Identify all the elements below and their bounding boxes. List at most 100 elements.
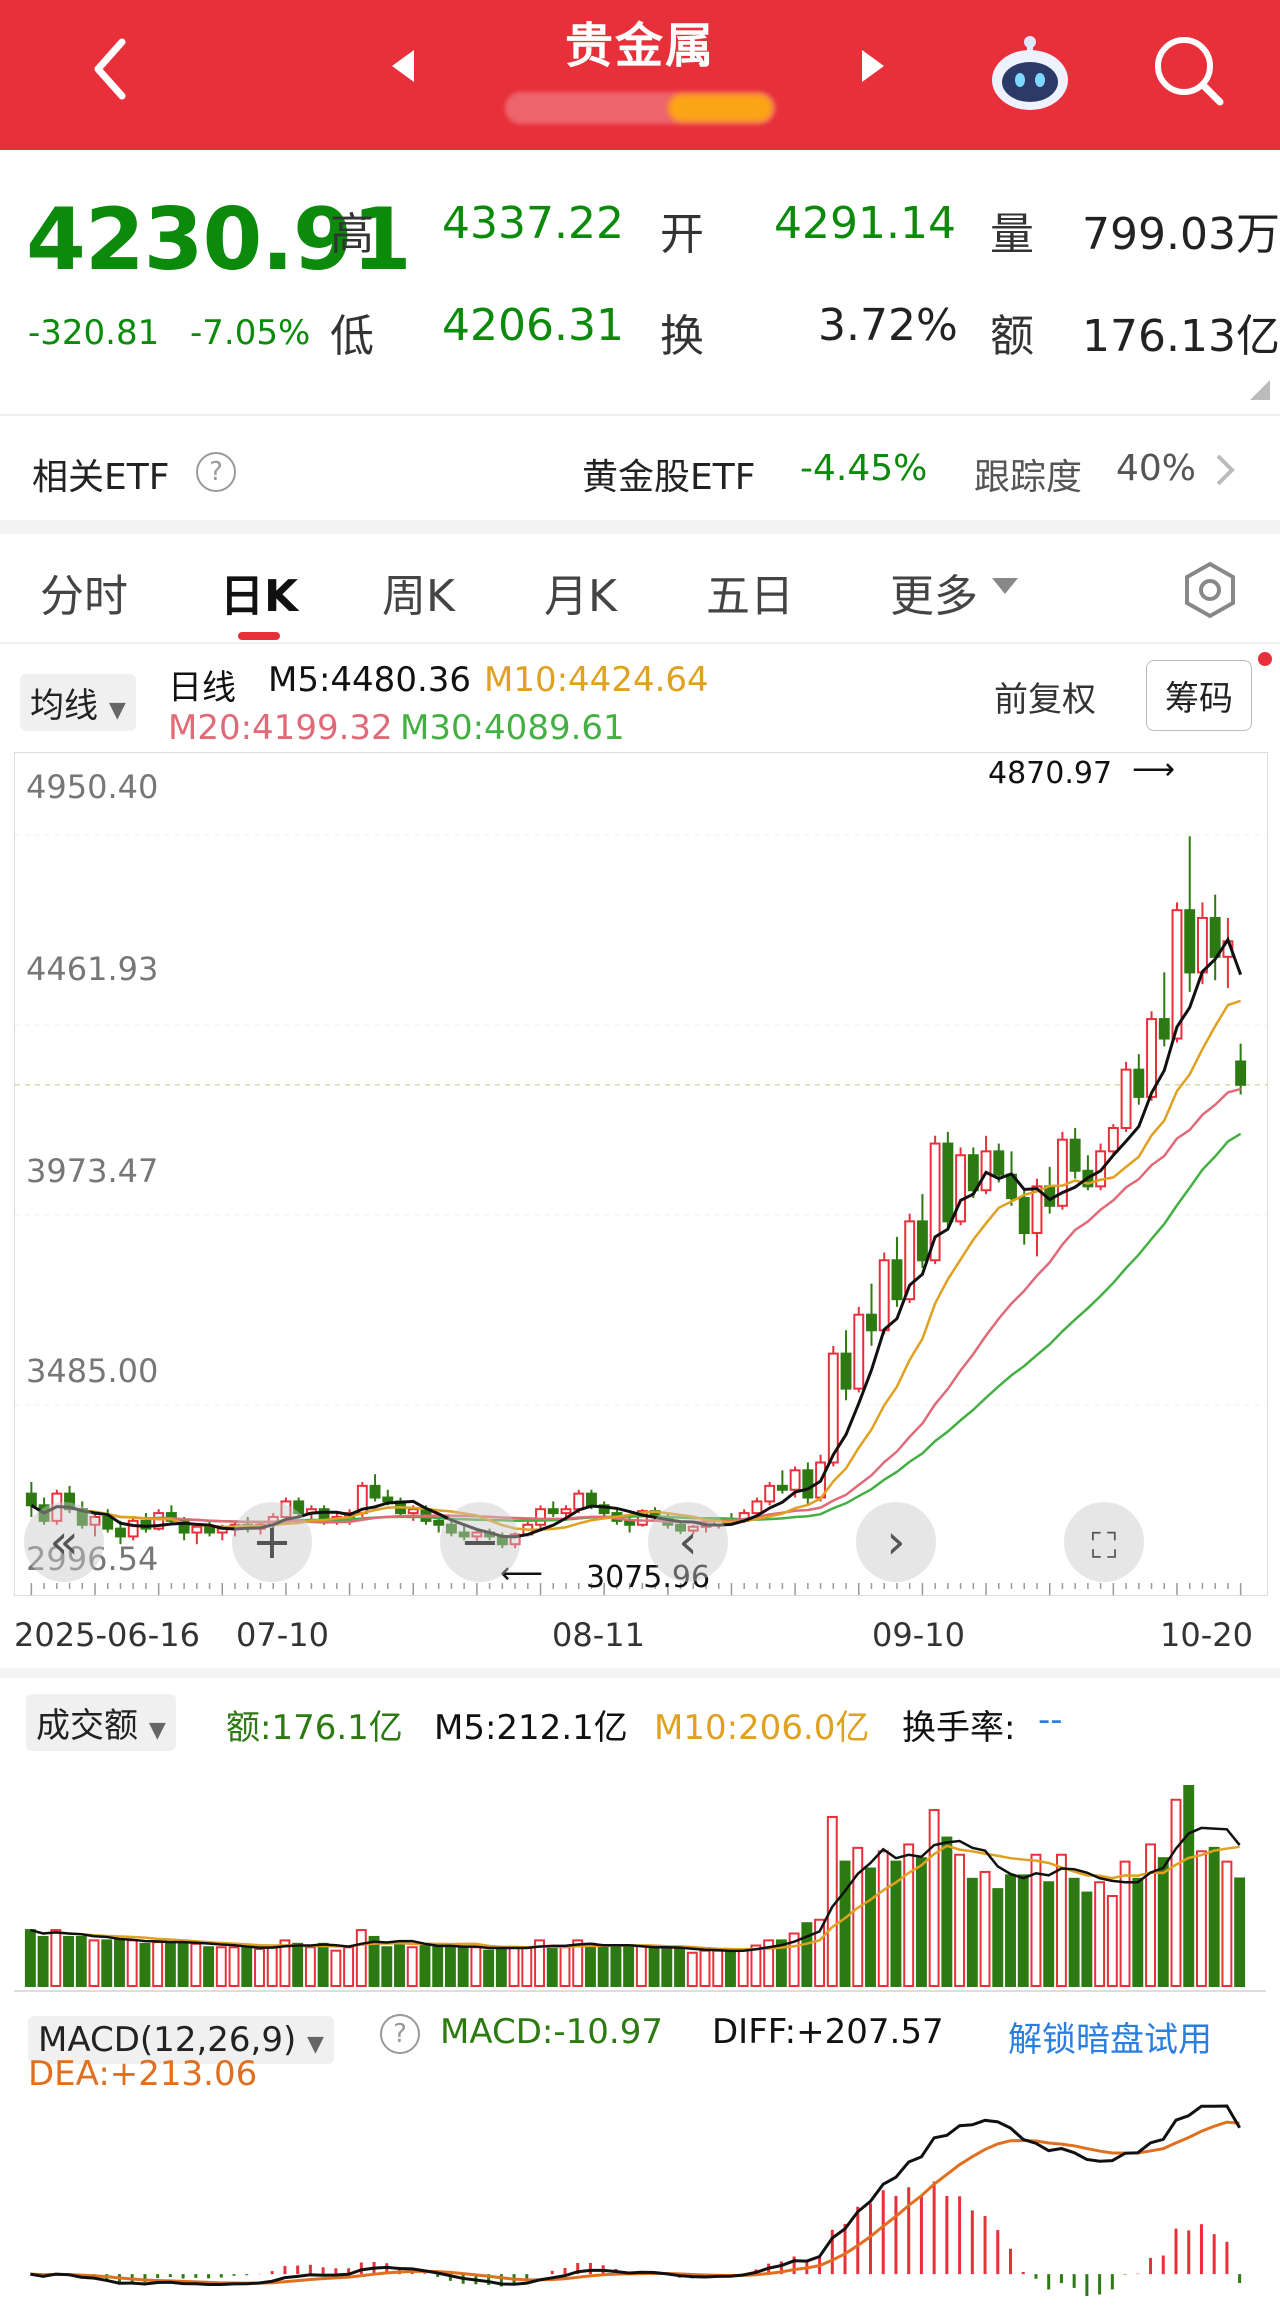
chip-distribution-button[interactable]: 筹码 xyxy=(1146,660,1252,731)
candle-body xyxy=(1056,1138,1068,1207)
macd-indicator-selector[interactable]: MACD(12,26,9) ▼ xyxy=(28,2016,334,2064)
volume-bar xyxy=(1043,1881,1055,1987)
volume-bar xyxy=(432,1946,444,1987)
tab-more[interactable]: 更多 xyxy=(890,571,978,622)
volume-ma5-line xyxy=(30,1826,1241,1953)
volume-bar xyxy=(88,1939,100,1987)
candle-body xyxy=(369,1484,381,1499)
back-button[interactable] xyxy=(80,24,140,114)
amount-label: 额 xyxy=(990,311,1034,362)
candle-body xyxy=(102,1515,114,1530)
robot-icon xyxy=(992,36,1068,110)
candle-body xyxy=(433,1519,445,1526)
caret-down-icon xyxy=(992,578,1018,594)
candle-body xyxy=(1184,909,1196,974)
volume-bar xyxy=(190,1942,202,1987)
help-icon[interactable]: ? xyxy=(380,2014,420,2054)
volume-bar xyxy=(292,1942,304,1987)
volume-bar xyxy=(1068,1877,1080,1987)
turnover-label: 换 xyxy=(660,311,704,362)
candle-body xyxy=(904,1220,916,1301)
volume-bar xyxy=(1030,1853,1042,1987)
scroll-right-button[interactable]: › xyxy=(856,1502,936,1582)
adjust-mode[interactable]: 前复权 xyxy=(994,680,1096,720)
indicator-selector[interactable]: 均线 ▼ xyxy=(20,674,136,731)
price-change: -320.81 xyxy=(28,313,160,353)
kline-chart[interactable] xyxy=(14,752,1268,1596)
expand-corner-icon[interactable] xyxy=(1250,380,1270,400)
fullscreen-button[interactable]: ⛶ xyxy=(1064,1502,1144,1582)
tab-five-day[interactable]: 五日 xyxy=(706,571,794,622)
volume-bar xyxy=(648,1947,660,1987)
volume-bar xyxy=(903,1843,915,1987)
y-axis-label: 3485.00 xyxy=(26,1352,159,1390)
volume-bar xyxy=(444,1946,456,1987)
candle-body xyxy=(178,1519,190,1534)
tabs-divider xyxy=(0,642,1280,644)
volume-bar xyxy=(521,1946,533,1987)
volume-bar xyxy=(381,1946,393,1987)
arrow-right-icon: ⟶ xyxy=(1132,752,1176,787)
volume-bar xyxy=(801,1922,813,1987)
volume-bar xyxy=(1145,1843,1156,1987)
chevron-right-icon[interactable] xyxy=(1210,450,1240,490)
volume-bar xyxy=(24,1929,36,1987)
etf-change: -4.45% xyxy=(800,448,928,489)
high-label: 高 xyxy=(330,209,374,260)
search-icon xyxy=(1155,37,1224,106)
candle-body xyxy=(293,1500,305,1515)
section-divider xyxy=(0,520,1280,534)
volume-bar xyxy=(979,1870,991,1987)
volume-bar xyxy=(330,1949,342,1987)
macd-chart[interactable] xyxy=(14,2096,1266,2306)
robot-assistant-button[interactable] xyxy=(985,28,1075,118)
volume-bar xyxy=(763,1939,775,1987)
candle-body xyxy=(967,1154,979,1192)
volume-bar xyxy=(152,1941,164,1987)
triangle-right-icon xyxy=(862,50,884,82)
candle-body xyxy=(916,1220,928,1262)
unlock-darkpool-link[interactable]: 解锁暗盘试用 xyxy=(1008,2020,1212,2060)
scroll-left-button[interactable]: ‹ xyxy=(648,1502,728,1582)
search-button[interactable] xyxy=(1148,30,1228,110)
divider xyxy=(0,414,1280,416)
volume-bar xyxy=(572,1939,584,1987)
candle-body xyxy=(1069,1138,1081,1172)
tab-weekly-k[interactable]: 周K xyxy=(382,571,455,622)
volume-bar xyxy=(1132,1877,1144,1987)
prev-item-button[interactable] xyxy=(388,46,418,86)
candle-body xyxy=(993,1150,1005,1176)
y-axis-label: 3973.47 xyxy=(26,1152,159,1190)
jump-start-button[interactable]: « xyxy=(24,1502,104,1582)
subtitle-blurred-highlight xyxy=(668,94,773,122)
min-price-marker: 3075.96 xyxy=(586,1560,711,1595)
etf-name[interactable]: 黄金股ETF xyxy=(582,457,756,498)
caret-down-icon: ▼ xyxy=(307,2032,324,2057)
volume-indicator-selector[interactable]: 成交额 ▼ xyxy=(26,1694,176,1751)
tab-intraday[interactable]: 分时 xyxy=(40,571,128,622)
volume-bar xyxy=(241,1946,253,1987)
tab-daily-k[interactable]: 日K xyxy=(220,571,299,622)
ma20-value: M20:4199.32 xyxy=(168,708,393,748)
x-axis-label: 08-11 xyxy=(552,1616,645,1654)
volume-bar xyxy=(775,1939,787,1987)
tab-monthly-k[interactable]: 月K xyxy=(544,571,617,622)
turnover-value: 3.72% xyxy=(818,300,958,351)
volume-amount: 额:176.1亿 xyxy=(226,1708,403,1748)
candle-body xyxy=(955,1154,967,1223)
triangle-left-icon xyxy=(392,50,414,82)
candle-body xyxy=(891,1259,903,1301)
zoom-out-button[interactable]: − xyxy=(440,1502,520,1582)
help-icon[interactable]: ? xyxy=(196,452,236,492)
fullscreen-icon: ⛶ xyxy=(1091,1526,1117,1567)
next-item-button[interactable] xyxy=(858,46,888,86)
chevron-right-icon: › xyxy=(886,1514,906,1570)
volume-bar xyxy=(495,1946,507,1987)
volume-bar xyxy=(1195,1850,1207,1987)
settings-hexagon-icon[interactable] xyxy=(1180,560,1240,620)
candle-body xyxy=(115,1527,126,1538)
zoom-in-button[interactable]: + xyxy=(232,1502,312,1582)
candle-body xyxy=(624,1519,636,1526)
volume-bar xyxy=(839,1860,851,1987)
volume-chart[interactable] xyxy=(14,1750,1266,1988)
